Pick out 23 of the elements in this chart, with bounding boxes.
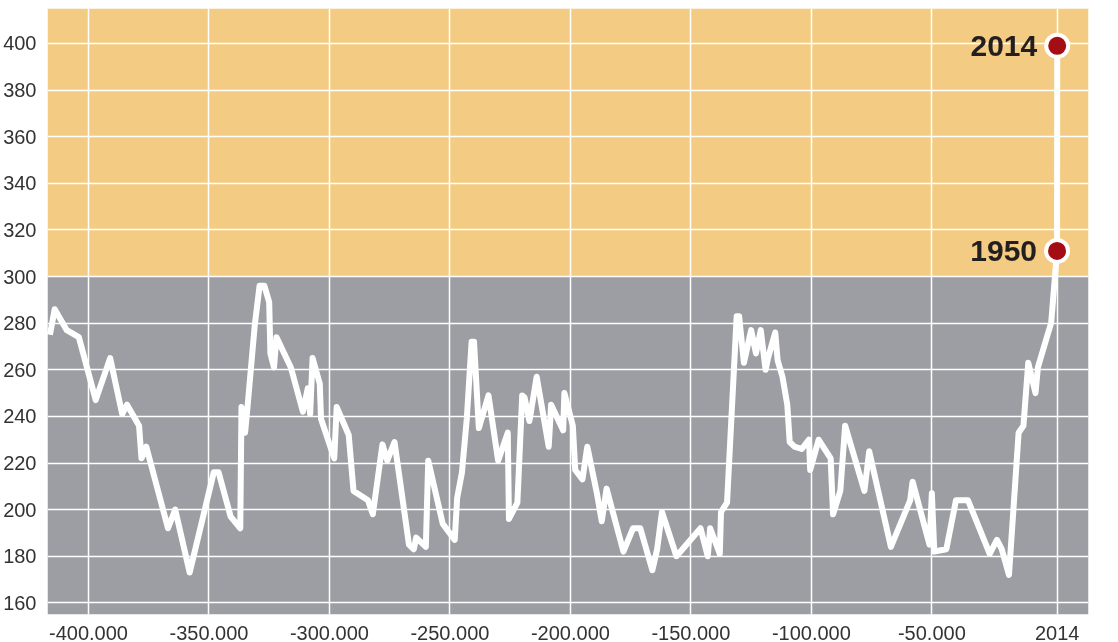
y-tick-label: 200 [3,498,37,521]
y-tick-label: 400 [3,32,37,55]
x-tick-label: -250.000 [410,621,490,642]
x-tick-label: -50.000 [897,621,966,642]
y-tick-label: 380 [3,79,37,102]
x-tick-label: -150.000 [651,621,731,642]
x-tick-label: 2014 [1034,621,1080,642]
x-tick-label: -200.000 [530,621,610,642]
x-tick-label: -350.000 [169,621,249,642]
y-tick-label: 280 [3,312,37,335]
x-tick-label: -400.000 [48,621,128,642]
y-tick-label: 160 [3,591,37,614]
y-tick-label: 180 [3,545,37,568]
annotation: 1950 [970,233,1038,267]
y-tick-label: 260 [3,358,37,381]
y-tick-label: 300 [3,265,37,288]
y-tick-label: 360 [3,125,37,148]
y-tick-label: 320 [3,218,37,241]
y-tick-label: 220 [3,452,37,474]
x-tick-label: -300.000 [289,621,369,642]
x-tick-label: -100.000 [771,621,851,642]
y-tick-label: 240 [3,405,37,428]
y-tick-label: 340 [3,172,37,195]
